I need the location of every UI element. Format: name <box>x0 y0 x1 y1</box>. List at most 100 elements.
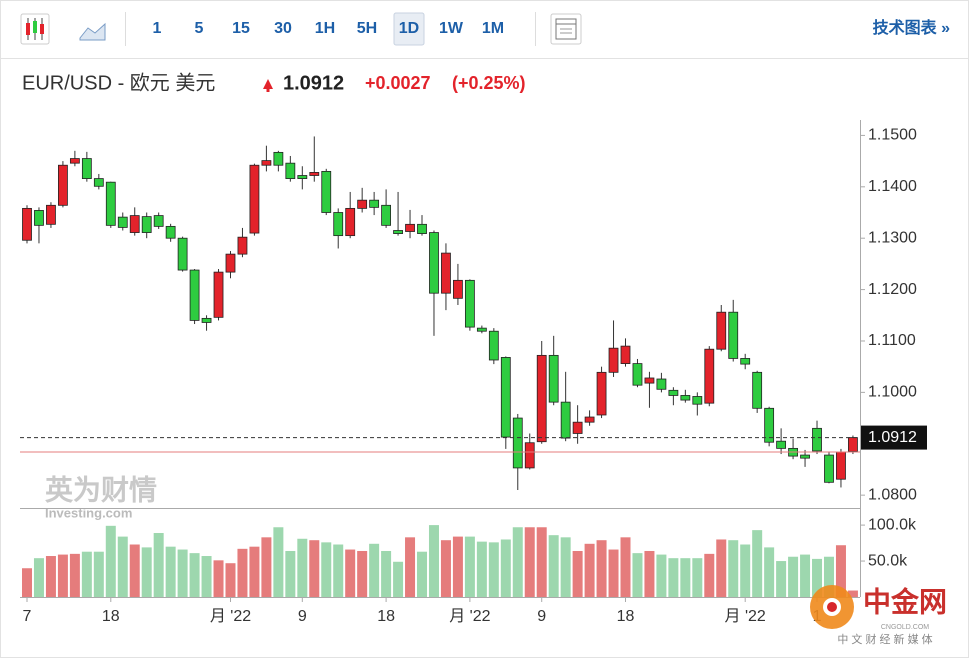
volume-bar <box>668 558 679 597</box>
x-tick-label: 18 <box>617 608 635 625</box>
volume-bar <box>716 539 727 597</box>
candle-body <box>728 311 739 359</box>
volume-bar <box>405 537 416 597</box>
candle-body <box>536 354 547 443</box>
y-tick-label: 1.1300 <box>868 229 917 246</box>
volume-bar <box>524 527 535 597</box>
volume-bar <box>548 535 559 597</box>
candle-body <box>620 345 631 364</box>
line-icon[interactable] <box>79 22 106 41</box>
y2-tick-label: 100.0k <box>868 516 917 533</box>
volume-bar <box>345 549 356 597</box>
candle-body <box>608 347 619 373</box>
icon-body <box>26 23 30 35</box>
logo-slogan: 中 文 财 经 新 媒 体 <box>837 632 932 646</box>
volume-bar <box>22 568 32 597</box>
x-tick-label: 月 '22 <box>449 608 490 625</box>
candle-body <box>656 378 667 390</box>
icon-body <box>40 24 44 34</box>
x-tick-label: 月 '22 <box>210 608 251 625</box>
candle-body <box>417 223 427 234</box>
candle-body <box>429 232 439 294</box>
candle-body <box>692 396 703 405</box>
volume-bar <box>584 543 595 597</box>
candle-body <box>596 371 607 416</box>
volume-bar <box>105 525 116 597</box>
volume-bar <box>656 554 667 597</box>
volume-bar <box>333 544 344 597</box>
volume-bar <box>536 527 547 597</box>
volume-bar <box>177 549 188 597</box>
volume-bar <box>225 563 236 597</box>
price-change: +0.0027 <box>365 73 431 93</box>
candle-body <box>548 354 559 403</box>
table-icon[interactable] <box>550 13 582 45</box>
volume-bar <box>692 558 703 597</box>
candle-body <box>632 363 643 386</box>
volume-bar <box>309 540 320 597</box>
volume-bar <box>835 545 846 597</box>
candle-body <box>716 311 727 350</box>
volume-bar <box>117 536 128 597</box>
interval-button[interactable]: 1M <box>482 20 504 37</box>
up-arrow <box>266 88 270 92</box>
interval-button[interactable]: 5 <box>195 20 204 37</box>
volume-bar <box>165 546 176 597</box>
candle-body <box>584 416 595 423</box>
volume-bar <box>704 553 715 597</box>
last-price-label: 1.0912 <box>868 429 917 446</box>
volume-bar <box>847 590 858 597</box>
volume-bar <box>728 540 739 597</box>
candle-body <box>141 216 152 233</box>
interval-button[interactable]: 30 <box>274 20 292 37</box>
candle-body <box>752 371 763 409</box>
interval-selected <box>393 12 425 46</box>
y-tick-label: 1.0800 <box>868 486 917 503</box>
candle-body <box>297 175 308 179</box>
candle-body <box>704 348 715 404</box>
interval-button[interactable]: 15 <box>232 20 250 37</box>
candle-body <box>441 252 451 294</box>
x-tick-label: 7 <box>23 608 32 625</box>
candle-body <box>512 417 523 469</box>
volume-bar <box>369 543 380 597</box>
volume-bar <box>357 550 368 597</box>
candle-body <box>189 269 200 321</box>
candle-body <box>357 199 368 209</box>
volume-bar <box>285 550 296 597</box>
candle-body <box>812 427 822 452</box>
last-price: 1.0912 <box>283 72 344 94</box>
volume-bar <box>201 556 212 597</box>
plot: 1.1500 1.1400 1.1300 1.1200 1.1100 1.1000 1.08… <box>20 127 927 625</box>
volume-bar <box>823 556 834 597</box>
volume-bar <box>644 550 655 597</box>
volume-bar <box>428 525 439 597</box>
volume-bar <box>488 542 499 597</box>
y-tick-label: 1.1500 <box>868 127 917 144</box>
chart-title: EUR/USD - 欧元 美元 <box>22 71 215 94</box>
volume-bar <box>464 536 475 597</box>
interval-button[interactable]: 1D <box>399 20 419 37</box>
candle-body <box>321 170 332 213</box>
volume-bar <box>452 536 463 597</box>
candle-body <box>46 204 56 225</box>
tech-chart-link[interactable]: 技术图表 » <box>873 18 950 37</box>
volume-bar <box>500 539 511 597</box>
interval-button[interactable]: 1W <box>439 20 464 37</box>
volume-bar <box>297 538 308 597</box>
candle-body <box>824 454 834 483</box>
candle-body <box>105 181 116 226</box>
candle-body <box>58 164 68 206</box>
volume-bar <box>776 561 787 597</box>
volume-bar <box>33 558 44 597</box>
candle-body <box>345 207 356 237</box>
candle-icon[interactable] <box>20 13 50 45</box>
candle-body <box>836 451 846 480</box>
interval-button[interactable]: 1H <box>315 20 335 37</box>
candle-body <box>333 212 344 237</box>
interval-button[interactable]: 1 <box>153 20 162 37</box>
candle-body <box>201 317 212 323</box>
interval-button[interactable]: 5H <box>357 20 377 37</box>
volume-bar <box>381 550 392 597</box>
candle-body <box>309 172 320 176</box>
